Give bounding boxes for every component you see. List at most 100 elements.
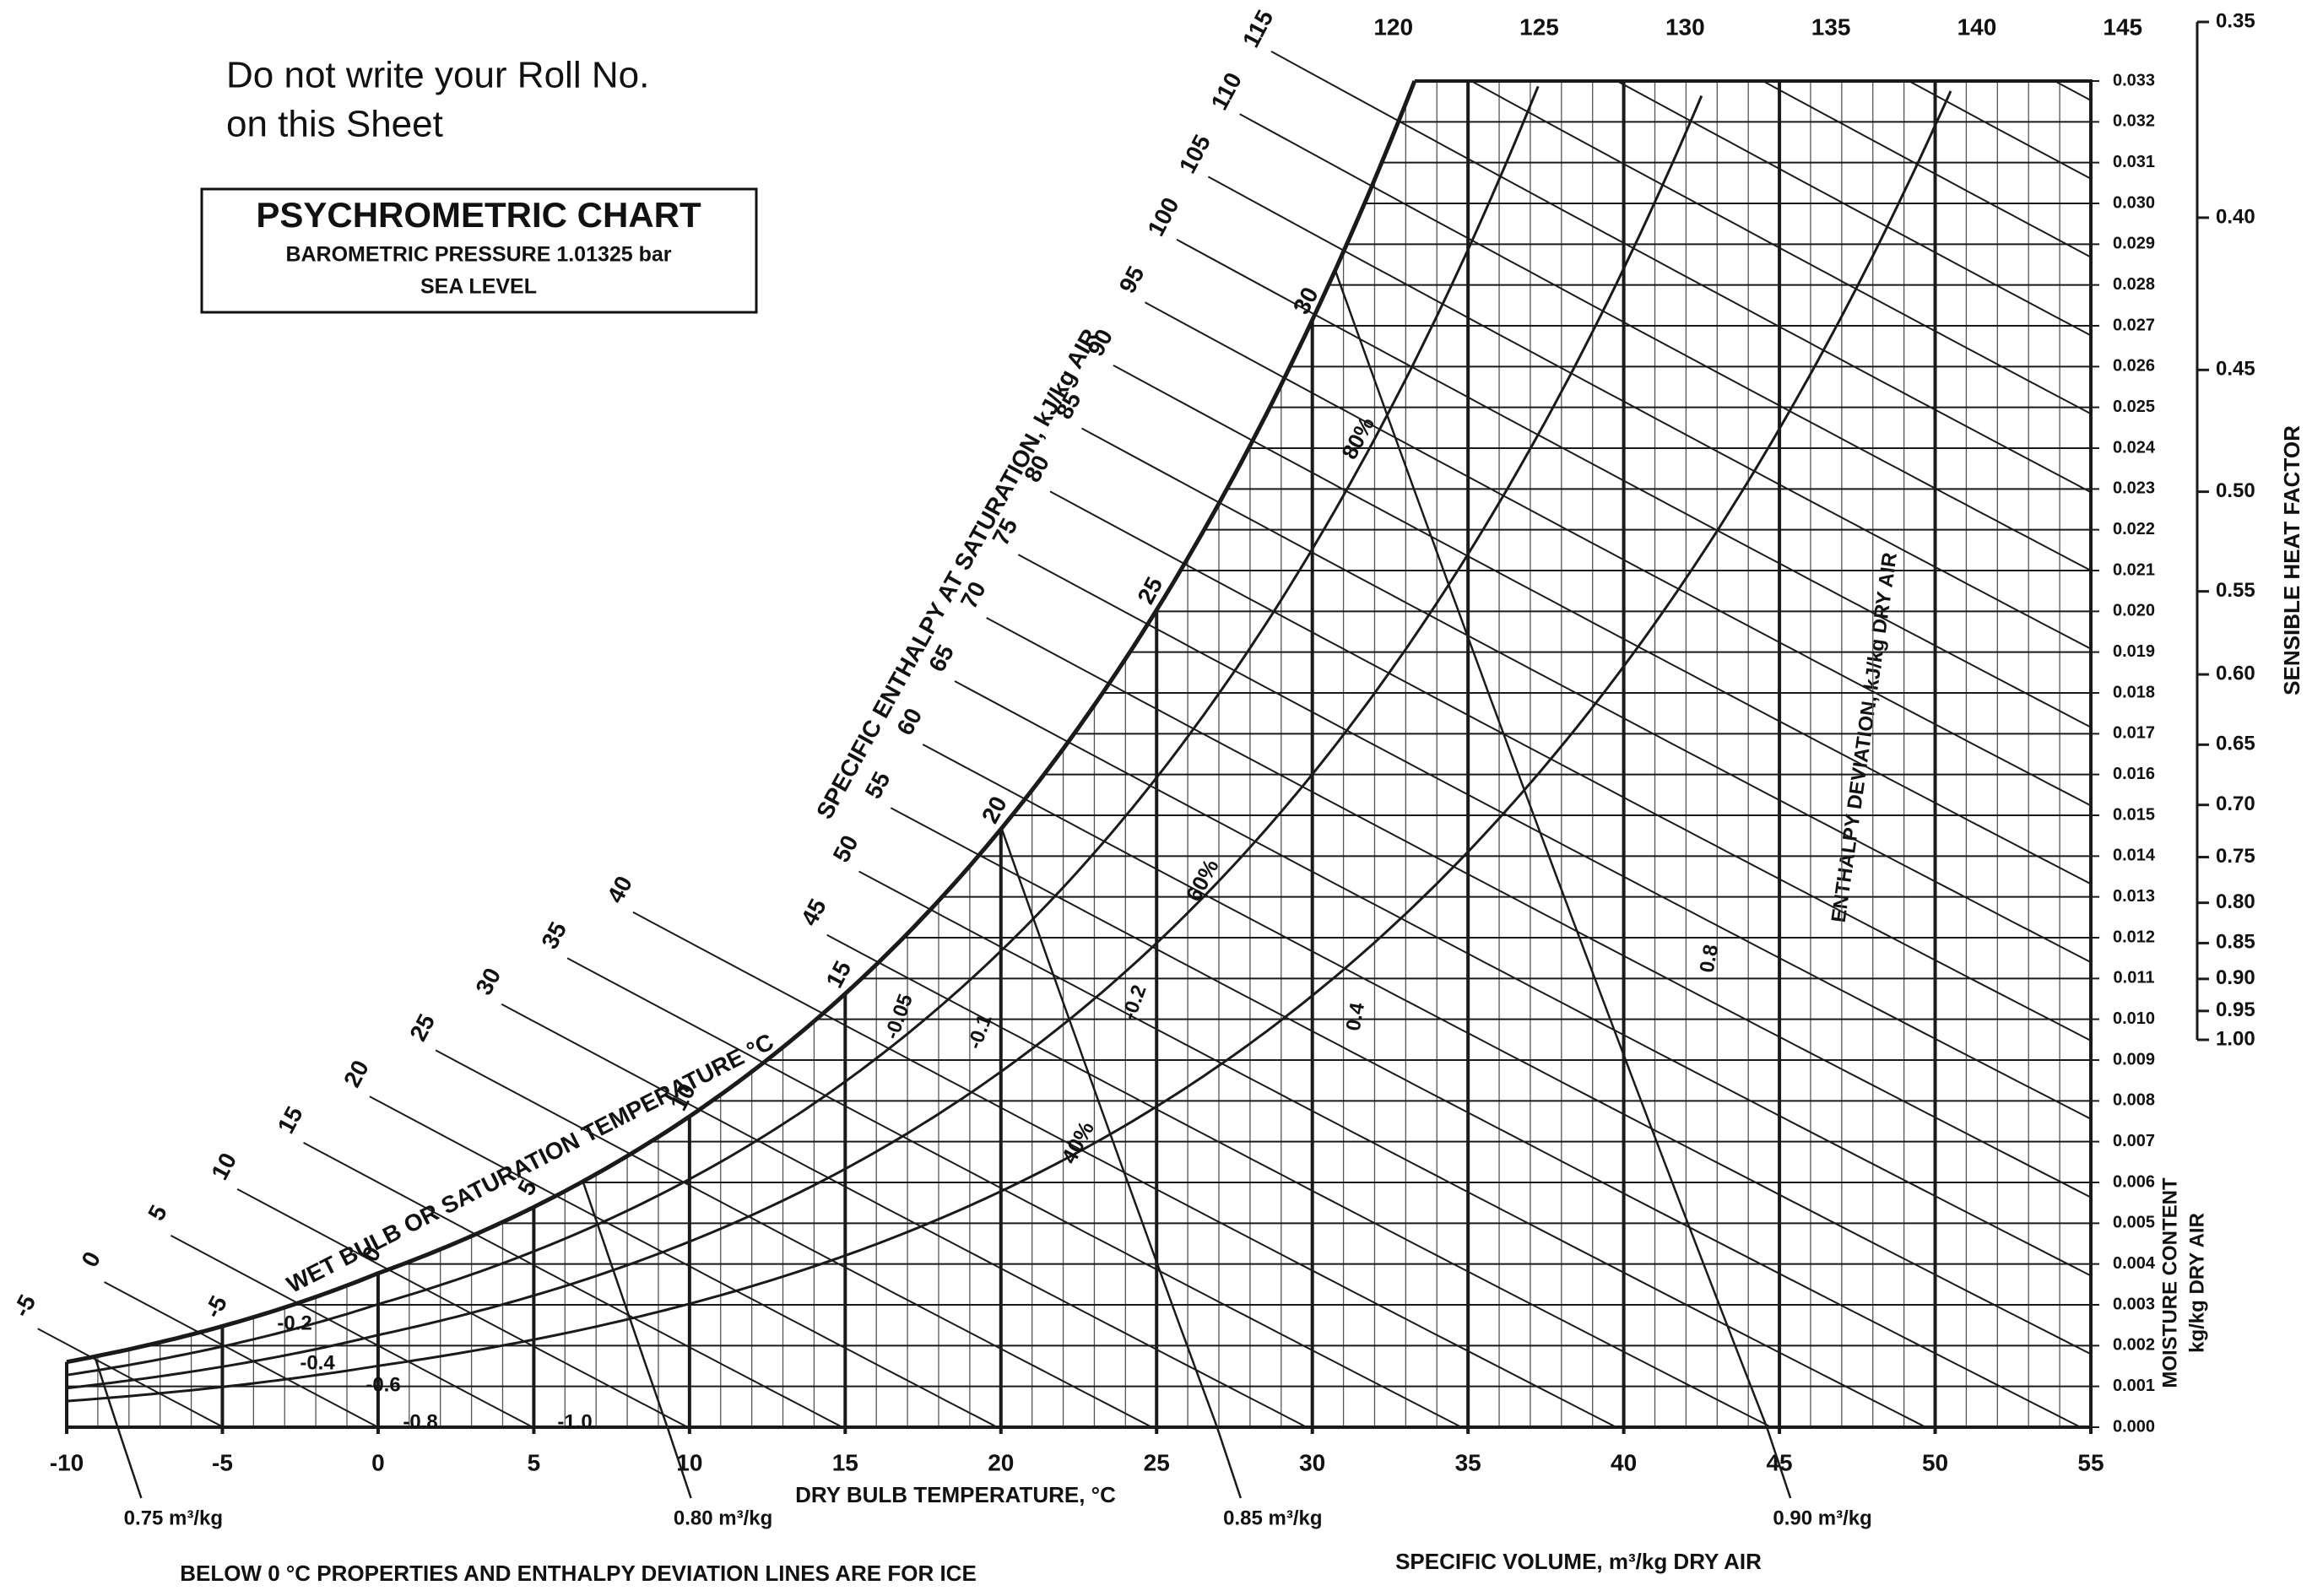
enthalpy-line xyxy=(105,1282,378,1427)
shf-label: 0.35 xyxy=(2216,9,2255,32)
rh-curve xyxy=(67,91,1951,1401)
shf-label: 0.75 xyxy=(2216,845,2255,868)
enthalpy-line xyxy=(370,1096,998,1427)
y-tick-label: 0.009 xyxy=(2113,1050,2155,1069)
deviation-label: -0.1 xyxy=(963,1012,997,1052)
page: Do not write your Roll No. on this Sheet… xyxy=(0,0,2312,1596)
enthalpy-line xyxy=(1763,81,2092,257)
enthalpy-label: 50 xyxy=(828,830,864,866)
x-tick-label: 50 xyxy=(1922,1449,1948,1475)
enthalpy-line xyxy=(1271,51,2091,492)
enthalpy-label: 55 xyxy=(860,767,896,803)
enthalpy-label: 5 xyxy=(143,1201,172,1225)
rh-label: 60% xyxy=(1181,855,1224,906)
y-tick-label: 0.017 xyxy=(2113,724,2155,743)
y-tick-label: 0.020 xyxy=(2113,602,2155,620)
enthalpy-line xyxy=(859,872,1926,1428)
enthalpy-line xyxy=(827,935,1772,1427)
y-tick-label: 0.004 xyxy=(2113,1254,2156,1273)
enthalpy-line xyxy=(1113,365,2091,884)
enthalpy-line xyxy=(1082,429,2092,963)
enthalpy-line xyxy=(923,744,2091,1354)
subtitle: SEA LEVEL xyxy=(420,275,537,299)
volume-title: SPECIFIC VOLUME, m³/kg DRY AIR xyxy=(1395,1549,1762,1574)
y-tick-label: 0.023 xyxy=(2113,479,2155,498)
y-tick-label: 0.000 xyxy=(2113,1417,2155,1436)
enthalpy-label: 30 xyxy=(470,964,506,999)
x-tick-label: 15 xyxy=(832,1449,858,1475)
enthalpy-label: 15 xyxy=(273,1102,308,1138)
shf-label: 0.60 xyxy=(2216,662,2255,684)
y-tick-label: 0.032 xyxy=(2113,112,2155,131)
enthalpy-top-label: 125 xyxy=(1519,14,1559,40)
wet-bulb-label: -5 xyxy=(199,1291,232,1323)
x-tick-label: -5 xyxy=(212,1449,233,1475)
x-tick-label: 55 xyxy=(2077,1449,2104,1475)
deviation-label: -0.2 xyxy=(1118,982,1151,1023)
rh-curve xyxy=(67,96,1702,1388)
saturation-curve xyxy=(67,81,1415,1362)
enthalpy-label: 35 xyxy=(536,917,571,953)
x-tick-label: 5 xyxy=(528,1449,541,1475)
y-tick-label: 0.030 xyxy=(2113,193,2155,212)
rh-label: 80% xyxy=(1336,413,1379,463)
y-axis-title: kg/kg DRY AIR xyxy=(2185,1213,2208,1353)
y-tick-label: 0.002 xyxy=(2113,1336,2155,1355)
deviation-label: 0.4 xyxy=(1342,1000,1369,1032)
shf-label: 0.40 xyxy=(2216,205,2255,228)
shf-label: 0.90 xyxy=(2216,966,2255,989)
deviation-label: -0.6 xyxy=(365,1373,400,1396)
y-tick-label: 0.011 xyxy=(2114,969,2155,987)
y-tick-label: 0.008 xyxy=(2113,1091,2155,1110)
y-axis-title: MOISTURE CONTENT xyxy=(2158,1177,2181,1388)
enthalpy-line xyxy=(1208,176,2091,648)
enthalpy-line xyxy=(1617,81,2091,336)
enthalpy-label: 110 xyxy=(1206,68,1248,114)
y-tick-label: 0.028 xyxy=(2113,275,2155,294)
enthalpy-label: 20 xyxy=(338,1056,374,1091)
enthalpy-top-label: 130 xyxy=(1665,14,1705,40)
deviation-label: -0.4 xyxy=(300,1351,335,1374)
y-tick-label: 0.015 xyxy=(2113,805,2155,824)
y-tick-label: 0.024 xyxy=(2113,438,2156,457)
deviation-label: -0.2 xyxy=(277,1312,311,1334)
volume-label: 0.90 m³/kg xyxy=(1773,1507,1871,1529)
y-tick-label: 0.018 xyxy=(2113,683,2155,701)
y-tick-label: 0.025 xyxy=(2113,398,2155,416)
y-tick-label: 0.010 xyxy=(2113,1009,2155,1028)
volume-leader xyxy=(117,1427,141,1498)
y-tick-label: 0.027 xyxy=(2113,316,2155,334)
x-tick-label: 10 xyxy=(676,1449,702,1475)
volume-label: 0.80 m³/kg xyxy=(674,1507,772,1529)
x-axis-title: DRY BULB TEMPERATURE, °C xyxy=(795,1482,1116,1507)
chart-border xyxy=(67,81,2091,1427)
shf-label: 0.85 xyxy=(2216,931,2255,954)
y-tick-label: 0.031 xyxy=(2113,153,2155,171)
y-tick-label: 0.007 xyxy=(2113,1132,2155,1150)
deviation-label: -1.0 xyxy=(557,1410,592,1433)
shf-label: 0.50 xyxy=(2216,479,2255,502)
y-tick-label: 0.001 xyxy=(2113,1377,2155,1395)
x-tick-label: -10 xyxy=(50,1449,84,1475)
y-tick-label: 0.012 xyxy=(2113,928,2155,946)
enthalpy-line xyxy=(1145,302,2092,805)
enthalpy-line xyxy=(237,1189,688,1427)
enthalpy-top-label: 120 xyxy=(1373,14,1413,40)
deviation-label: -0.05 xyxy=(880,991,918,1042)
chart: Do not write your Roll No. on this Sheet… xyxy=(0,0,2312,1596)
volume-label: 0.85 m³/kg xyxy=(1223,1507,1322,1529)
x-tick-label: 35 xyxy=(1455,1449,1481,1475)
y-tick-label: 0.016 xyxy=(2113,765,2155,783)
enthalpy-label: 0 xyxy=(76,1247,106,1271)
enthalpy-label: 105 xyxy=(1174,131,1216,178)
minor-grid xyxy=(67,81,2091,1427)
enthalpy-label: 25 xyxy=(404,1009,440,1045)
shf-title: SENSIBLE HEAT FACTOR xyxy=(2279,425,2304,695)
y-tick-label: 0.005 xyxy=(2113,1214,2155,1232)
y-tick-label: 0.026 xyxy=(2113,357,2155,376)
enthalpy-line xyxy=(1018,555,2091,1119)
enthalpy-label: -5 xyxy=(8,1290,41,1322)
x-tick-label: 0 xyxy=(371,1449,385,1475)
notice: Do not write your Roll No. xyxy=(226,55,649,96)
enthalpy-top-label: 140 xyxy=(1957,14,1997,40)
